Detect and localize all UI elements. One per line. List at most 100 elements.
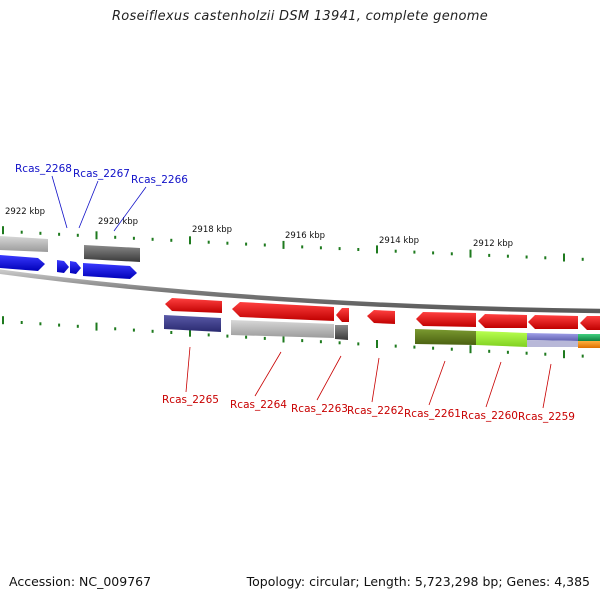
- feature-bar-navy: [164, 315, 221, 332]
- minor-tick: [413, 250, 416, 254]
- gene-label-forward[interactable]: Rcas_2267: [73, 168, 130, 180]
- minor-tick: [226, 241, 229, 245]
- leader-line: [485, 361, 502, 408]
- minor-tick: [226, 334, 229, 338]
- gene-label-forward[interactable]: Rcas_2266: [131, 174, 188, 186]
- minor-tick: [525, 255, 528, 259]
- leader-line: [254, 351, 282, 397]
- major-tick: [469, 249, 472, 258]
- upper-tick-row: [2, 226, 584, 262]
- gene-arrow-forward[interactable]: [70, 261, 81, 274]
- major-tick: [95, 322, 98, 331]
- minor-tick: [432, 251, 435, 255]
- gene-arrow-reverse[interactable]: [165, 298, 222, 313]
- gene-arrow-reverse[interactable]: [528, 315, 578, 329]
- minor-tick: [263, 336, 266, 340]
- gene-label-reverse[interactable]: Rcas_2265: [162, 394, 219, 406]
- minor-tick: [207, 333, 210, 337]
- gene-arrow-reverse[interactable]: [580, 316, 600, 330]
- minor-tick: [338, 341, 341, 345]
- minor-tick: [301, 245, 304, 249]
- leader-line: [185, 346, 191, 393]
- feature-bar-olive: [415, 329, 476, 345]
- lower-feature-bars: [164, 315, 600, 348]
- feature-bar-lavender: [527, 333, 578, 341]
- leader-line: [542, 363, 552, 409]
- major-tick: [469, 345, 472, 354]
- minor-tick: [245, 242, 248, 246]
- kbp-label: 2914 kbp: [379, 236, 419, 246]
- gene-arrow-forward[interactable]: [0, 255, 45, 271]
- feature-bar-gray-light: [231, 320, 334, 338]
- minor-tick: [170, 238, 173, 242]
- minor-tick: [20, 230, 23, 234]
- leader-line: [51, 175, 68, 229]
- gene-arrow-forward[interactable]: [83, 263, 137, 279]
- minor-tick: [76, 324, 79, 328]
- minor-tick: [544, 352, 547, 356]
- minor-tick: [357, 342, 360, 346]
- leader-line: [371, 357, 380, 403]
- minor-tick: [58, 323, 61, 327]
- genome-title: Roseiflexus castenholzii DSM 13941, comp…: [111, 9, 489, 24]
- gene-label-reverse[interactable]: Rcas_2262: [347, 405, 404, 417]
- gene-label-reverse[interactable]: Rcas_2264: [230, 399, 287, 411]
- gene-arrow-reverse[interactable]: [416, 312, 476, 327]
- gene-label-forward[interactable]: Rcas_2268: [15, 163, 72, 175]
- kbp-label: 2918 kbp: [192, 225, 232, 235]
- forward-strand-genes: [0, 255, 137, 279]
- minor-tick: [207, 240, 210, 244]
- minor-tick: [488, 253, 491, 257]
- lower-tick-row: [2, 316, 584, 359]
- minor-tick: [58, 232, 61, 236]
- gene-label-reverse[interactable]: Rcas_2260: [461, 410, 518, 422]
- minor-tick: [525, 351, 528, 355]
- minor-tick: [114, 235, 117, 239]
- gene-arrow-reverse[interactable]: [478, 314, 527, 328]
- gene-arrow-forward[interactable]: [57, 260, 69, 273]
- minor-tick: [413, 345, 416, 349]
- major-tick: [282, 240, 285, 249]
- gene-label-reverse[interactable]: Rcas_2261: [404, 408, 461, 420]
- kbp-label: 2912 kbp: [473, 239, 513, 249]
- minor-tick: [39, 231, 42, 235]
- gene-label-reverse[interactable]: Rcas_2263: [291, 403, 348, 415]
- reverse-strand-genes: [165, 298, 600, 330]
- minor-tick: [263, 243, 266, 247]
- minor-tick: [170, 331, 173, 334]
- major-tick: [376, 245, 378, 254]
- minor-tick: [114, 327, 117, 331]
- minor-tick: [394, 249, 397, 253]
- minor-tick: [39, 322, 42, 326]
- minor-tick: [506, 254, 509, 258]
- gene-arrow-reverse[interactable]: [367, 310, 395, 324]
- major-tick: [95, 231, 98, 240]
- minor-tick: [432, 346, 435, 350]
- reverse-gene-labels: Rcas_2265 Rcas_2264 Rcas_2263 Rcas_2262 …: [162, 346, 575, 423]
- genome-backbone: [0, 269, 600, 314]
- minor-tick: [581, 354, 584, 358]
- feature-bar-gray-light: [0, 236, 48, 252]
- feature-bar-lime: [476, 331, 527, 347]
- minor-tick: [132, 328, 135, 332]
- accession-text: Accession: NC_009767: [9, 574, 152, 589]
- minor-tick: [357, 248, 360, 251]
- topology-text: Topology: circular; Length: 5,723,298 bp…: [246, 574, 590, 589]
- major-tick: [282, 334, 285, 343]
- gene-label-reverse[interactable]: Rcas_2259: [518, 411, 575, 423]
- leader-line: [113, 186, 147, 232]
- upper-feature-bars: [0, 236, 140, 262]
- minor-tick: [506, 350, 509, 354]
- minor-tick: [319, 340, 322, 344]
- minor-tick: [450, 252, 453, 256]
- minor-tick: [151, 237, 154, 241]
- minor-tick: [76, 233, 79, 237]
- kbp-label: 2922 kbp: [5, 207, 45, 217]
- gene-arrow-reverse[interactable]: [232, 302, 334, 321]
- minor-tick: [581, 257, 584, 261]
- gene-arrow-reverse[interactable]: [336, 308, 349, 322]
- minor-tick: [151, 329, 154, 333]
- kbp-labels: 2922 kbp 2920 kbp 2918 kbp 2916 kbp 2914…: [5, 207, 513, 249]
- leader-line: [316, 355, 342, 401]
- minor-tick: [301, 339, 304, 343]
